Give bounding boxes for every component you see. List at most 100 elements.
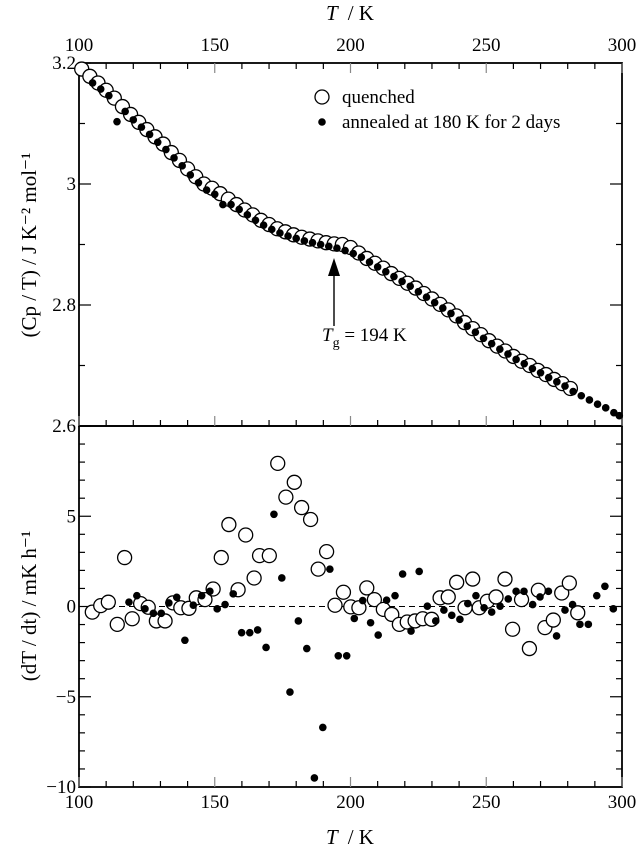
top-annealed-point (585, 396, 594, 404)
bottom-annealed-point (358, 596, 367, 605)
bottom-annealed-point (456, 615, 464, 624)
top-annealed-point (463, 322, 472, 330)
bottom-quenched-point (521, 640, 538, 657)
top-annealed-point (553, 378, 561, 386)
bottom-y-axis-title: (dT / dt) / mK h⁻¹ (17, 531, 41, 682)
bottom-quenched-point (116, 549, 133, 566)
tg-var: T (322, 325, 334, 346)
top-annealed-point (276, 229, 284, 237)
bottom-x-tick-label: 200 (336, 792, 365, 813)
bottom-annealed-point (133, 591, 141, 600)
bottom-annealed-point (125, 598, 133, 606)
bottom-quenched-point (449, 574, 465, 590)
bottom-x-axis-title: T / K (326, 825, 374, 849)
top-annealed-point (316, 240, 325, 249)
bottom-annealed-point (366, 618, 375, 627)
bottom-annealed-point (181, 636, 189, 645)
bottom-annealed-point (221, 600, 229, 609)
legend-quenched-marker (314, 89, 330, 105)
bottom-annealed-point (504, 595, 513, 603)
top-annealed-point (137, 123, 146, 131)
top-annealed-point (324, 242, 333, 251)
top-annealed-point (96, 85, 105, 93)
bottom-annealed-point (609, 605, 618, 613)
top-x-axis-var: T (326, 1, 339, 25)
bottom-annealed-point (601, 582, 609, 591)
bottom-annealed-point (334, 651, 343, 660)
top-annealed-point (561, 382, 569, 390)
bottom-annealed-point (253, 626, 262, 634)
top-annealed-point (333, 244, 341, 252)
top-annealed-point (105, 91, 113, 100)
top-annealed-point (259, 221, 268, 229)
bottom-annealed-point (350, 614, 359, 623)
bottom-annealed-point (487, 608, 496, 616)
bottom-annealed-point (568, 600, 577, 609)
bottom-quenched-point (124, 611, 140, 627)
bottom-annealed-point (472, 591, 480, 600)
top-annealed-point (479, 334, 488, 343)
top-annealed-point (267, 225, 276, 234)
top-annealed-point (398, 277, 406, 286)
bottom-quenched-point (545, 612, 561, 628)
top-annealed-point (528, 364, 537, 373)
top-annealed-point (251, 216, 260, 225)
top-annealed-point (243, 211, 252, 219)
bottom-annealed-point (374, 631, 382, 639)
bottom-annealed-point (270, 510, 278, 519)
top-annealed-point (153, 138, 162, 147)
top-annealed-point (341, 246, 349, 255)
top-annealed-point (373, 263, 382, 271)
top-y-tick-label: 2.8 (52, 295, 76, 316)
bottom-annealed-point (391, 591, 399, 600)
bottom-annealed-point (172, 593, 181, 602)
bottom-annealed-point (576, 620, 584, 629)
top-y-axis-title: (Cp / T) / J K⁻² mol⁻¹ (17, 153, 41, 338)
bottom-quenched-point (440, 589, 456, 605)
bottom-annealed-point (544, 587, 553, 596)
top-annealed-point (210, 190, 219, 199)
bottom-annealed-point (319, 723, 327, 732)
bottom-quenched-point (270, 455, 286, 472)
top-annealed-point (577, 391, 586, 400)
top-annealed-point (194, 178, 203, 187)
bottom-annealed-point (415, 567, 423, 576)
top-x-tick-label: 100 (65, 35, 94, 56)
top-annealed-point (186, 171, 195, 179)
bottom-annealed-point (294, 617, 303, 625)
top-annealed-point (227, 200, 235, 209)
bottom-annealed-point (552, 632, 561, 640)
top-annealed-point (129, 116, 138, 124)
top-annealed-point (496, 345, 504, 353)
bottom-quenched-point (359, 580, 375, 596)
top-annealed-point (487, 339, 496, 348)
top-x-tick-label: 300 (608, 35, 637, 56)
bottom-annealed-point (512, 587, 520, 596)
bottom-y-tick-label: 5 (67, 506, 77, 527)
top-y-tick-label: 3.2 (52, 53, 76, 74)
bottom-quenched-point (335, 584, 352, 600)
top-x-axis-title: T / K (326, 1, 374, 25)
top-annealed-point (145, 130, 154, 139)
bottom-annealed-point (447, 611, 456, 620)
bottom-annealed-point (398, 570, 407, 578)
bottom-annealed-point (431, 617, 440, 625)
top-annealed-point (569, 387, 577, 396)
bottom-x-tick-label: 100 (65, 792, 94, 813)
top-annealed-point (113, 117, 121, 126)
tg-value: = 194 K (340, 325, 407, 346)
top-annealed-point (292, 234, 301, 243)
bottom-x-axis-var: T (326, 825, 339, 849)
bottom-quenched-point (109, 616, 125, 633)
top-annealed-point (544, 373, 553, 382)
bottom-quenched-point (310, 561, 326, 577)
bottom-quenched-point (246, 570, 262, 586)
bottom-annealed-point (310, 774, 319, 782)
top-annealed-point (365, 258, 374, 266)
bottom-quenched-point (327, 597, 343, 613)
top-annealed-point (406, 282, 415, 291)
bottom-annealed-point (206, 587, 214, 596)
top-x-axis-unit: / K (348, 1, 374, 25)
bottom-annealed-point (440, 606, 448, 614)
